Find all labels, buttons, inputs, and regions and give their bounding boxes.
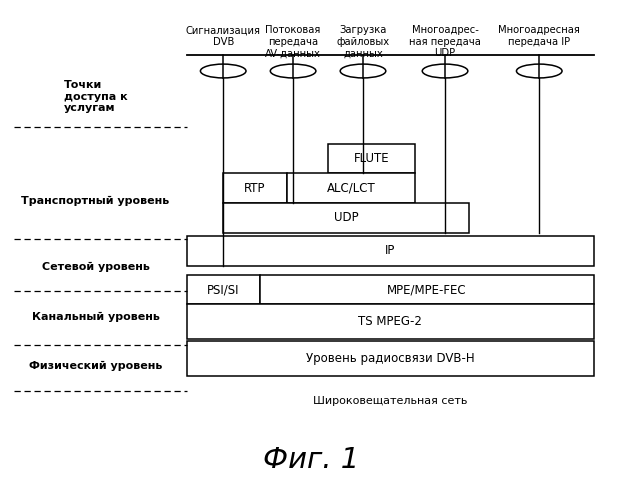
- Text: Уровень радиосвязи DVB-H: Уровень радиосвязи DVB-H: [306, 352, 475, 366]
- Text: UDP: UDP: [334, 212, 358, 224]
- Text: Сигнализация
DVB: Сигнализация DVB: [186, 25, 261, 46]
- Text: MPE/MPE-FEC: MPE/MPE-FEC: [387, 283, 467, 296]
- Text: Транспортный уровень: Транспортный уровень: [22, 196, 170, 205]
- Text: Широковещательная сеть: Широковещательная сеть: [313, 396, 468, 406]
- Text: FLUTE: FLUTE: [353, 152, 389, 165]
- Text: Загрузка
файловых
данных: Загрузка файловых данных: [336, 25, 389, 58]
- Text: Канальный уровень: Канальный уровень: [32, 312, 159, 322]
- Text: Сетевой уровень: Сетевой уровень: [41, 262, 150, 272]
- Text: Многоадресная
передача IP: Многоадресная передача IP: [498, 25, 580, 46]
- Text: Физический уровень: Физический уровень: [29, 361, 163, 371]
- Bar: [187, 342, 594, 376]
- Bar: [187, 236, 594, 266]
- Text: Точки
доступа к
услугам: Точки доступа к услугам: [64, 80, 127, 114]
- Text: RTP: RTP: [244, 182, 266, 194]
- Text: IP: IP: [385, 244, 396, 258]
- Bar: [187, 304, 594, 339]
- Bar: [223, 203, 469, 232]
- Text: Многоадрес-
ная передача
UDP: Многоадрес- ная передача UDP: [409, 25, 481, 58]
- Text: TS MPEG-2: TS MPEG-2: [358, 315, 422, 328]
- Bar: [260, 274, 594, 304]
- Text: Потоковая
передача
AV-данных: Потоковая передача AV-данных: [265, 25, 321, 58]
- Text: Фиг. 1: Фиг. 1: [263, 446, 360, 474]
- Bar: [223, 174, 287, 203]
- Bar: [328, 144, 415, 174]
- Text: PSI/SI: PSI/SI: [207, 283, 239, 296]
- Text: ALC/LCT: ALC/LCT: [326, 182, 375, 194]
- Bar: [287, 174, 415, 203]
- Bar: [187, 274, 260, 304]
